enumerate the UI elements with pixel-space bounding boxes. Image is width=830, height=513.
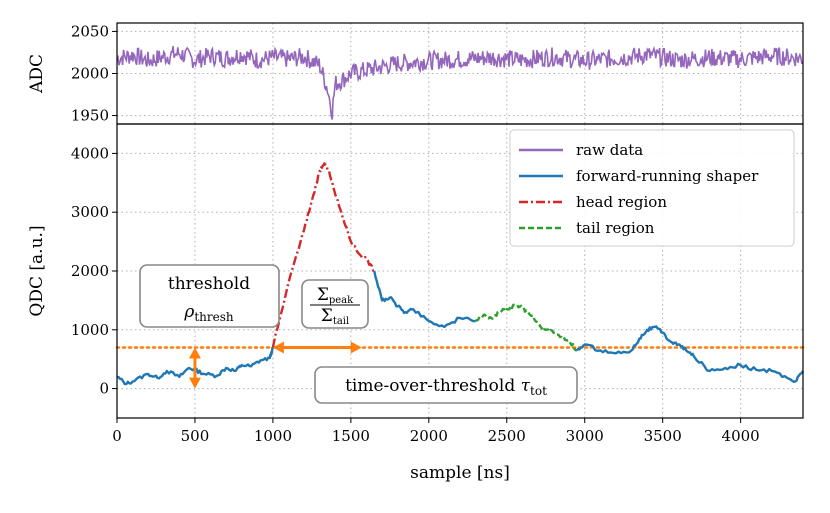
threshold-label: threshold xyxy=(168,274,250,294)
bottom-xlabel: sample [ns] xyxy=(410,463,510,483)
bottom-ytick-label-2: 2000 xyxy=(71,262,109,280)
bottom-ytick-label-1: 1000 xyxy=(71,321,109,339)
top-series xyxy=(116,45,803,120)
bottom-yticks: 0 1000 2000 3000 4000 xyxy=(71,144,117,398)
tot-arrow-head-left xyxy=(272,341,284,354)
ratio-denominator: Σtail xyxy=(321,306,349,327)
bottom-ylabel: QDC [a.u.] xyxy=(27,225,47,316)
bottom-xtick-label-8: 4000 xyxy=(722,427,760,445)
bottom-xtick-label-4: 2000 xyxy=(410,427,448,445)
legend-label-2: head region xyxy=(576,193,667,211)
bottom-xticks: 0 500 1000 1500 2000 2500 3000 3500 4000 xyxy=(112,418,760,445)
top-ylabel: ADC xyxy=(27,54,47,94)
bottom-panel: 0 500 1000 1500 2000 2500 3000 3500 4000 0 1000 20… xyxy=(27,123,805,483)
legend-label-3: tail region xyxy=(576,219,655,237)
top-ytick-label-1: 2000 xyxy=(71,65,109,83)
threshold-arrow-head-top xyxy=(188,347,201,359)
top-series-line-0 xyxy=(116,45,803,120)
threshold-symbol: ρthresh xyxy=(183,302,234,324)
bottom-xtick-label-0: 0 xyxy=(112,427,122,445)
bottom-series-line-3 xyxy=(474,303,578,352)
bottom-series-line-1 xyxy=(271,162,375,348)
bottom-xtick-label-2: 1000 xyxy=(254,427,292,445)
legend: raw data forward-running shaper head regio… xyxy=(509,129,795,247)
bottom-ytick-label-0: 0 xyxy=(99,380,109,398)
ratio-numerator: Σpeak xyxy=(317,285,354,306)
top-ytick-label-2: 2050 xyxy=(71,22,109,40)
threshold-box xyxy=(139,264,280,328)
tot-label: time-over-threshold τtot xyxy=(345,376,547,398)
bottom-series xyxy=(116,162,805,386)
bottom-xtick-label-5: 2500 xyxy=(488,427,526,445)
legend-box xyxy=(509,129,795,247)
legend-label-1: forward-running shaper xyxy=(576,167,759,185)
tot-annotation: time-over-threshold τtot xyxy=(314,366,578,404)
annotation-arrows xyxy=(188,341,362,389)
bottom-xtick-label-3: 1500 xyxy=(332,427,370,445)
bottom-xtick-label-6: 3000 xyxy=(566,427,604,445)
threshold-arrow-head-bottom xyxy=(188,377,201,389)
top-yticks: 1950 2000 2050 xyxy=(71,22,117,125)
bottom-series-line-2 xyxy=(373,270,476,329)
top-panel: 1950 2000 2050 ADC xyxy=(27,22,804,125)
ratio-box xyxy=(301,279,369,329)
legend-label-0: raw data xyxy=(576,141,643,159)
tot-box xyxy=(314,366,578,404)
top-ytick-label-0: 1950 xyxy=(71,107,109,125)
bottom-series-line-0 xyxy=(116,346,274,386)
tot-arrow-head-right xyxy=(350,341,362,354)
bottom-xtick-label-7: 3500 xyxy=(644,427,682,445)
bottom-xtick-label-1: 500 xyxy=(181,427,210,445)
bottom-series-line-4 xyxy=(575,325,805,383)
threshold-annotation: threshold ρthresh xyxy=(139,264,280,328)
top-grid xyxy=(116,23,803,124)
ratio-annotation: Σpeak Σtail xyxy=(301,279,369,329)
bottom-ytick-label-4: 4000 xyxy=(71,144,109,162)
bottom-ytick-label-3: 3000 xyxy=(71,203,109,221)
